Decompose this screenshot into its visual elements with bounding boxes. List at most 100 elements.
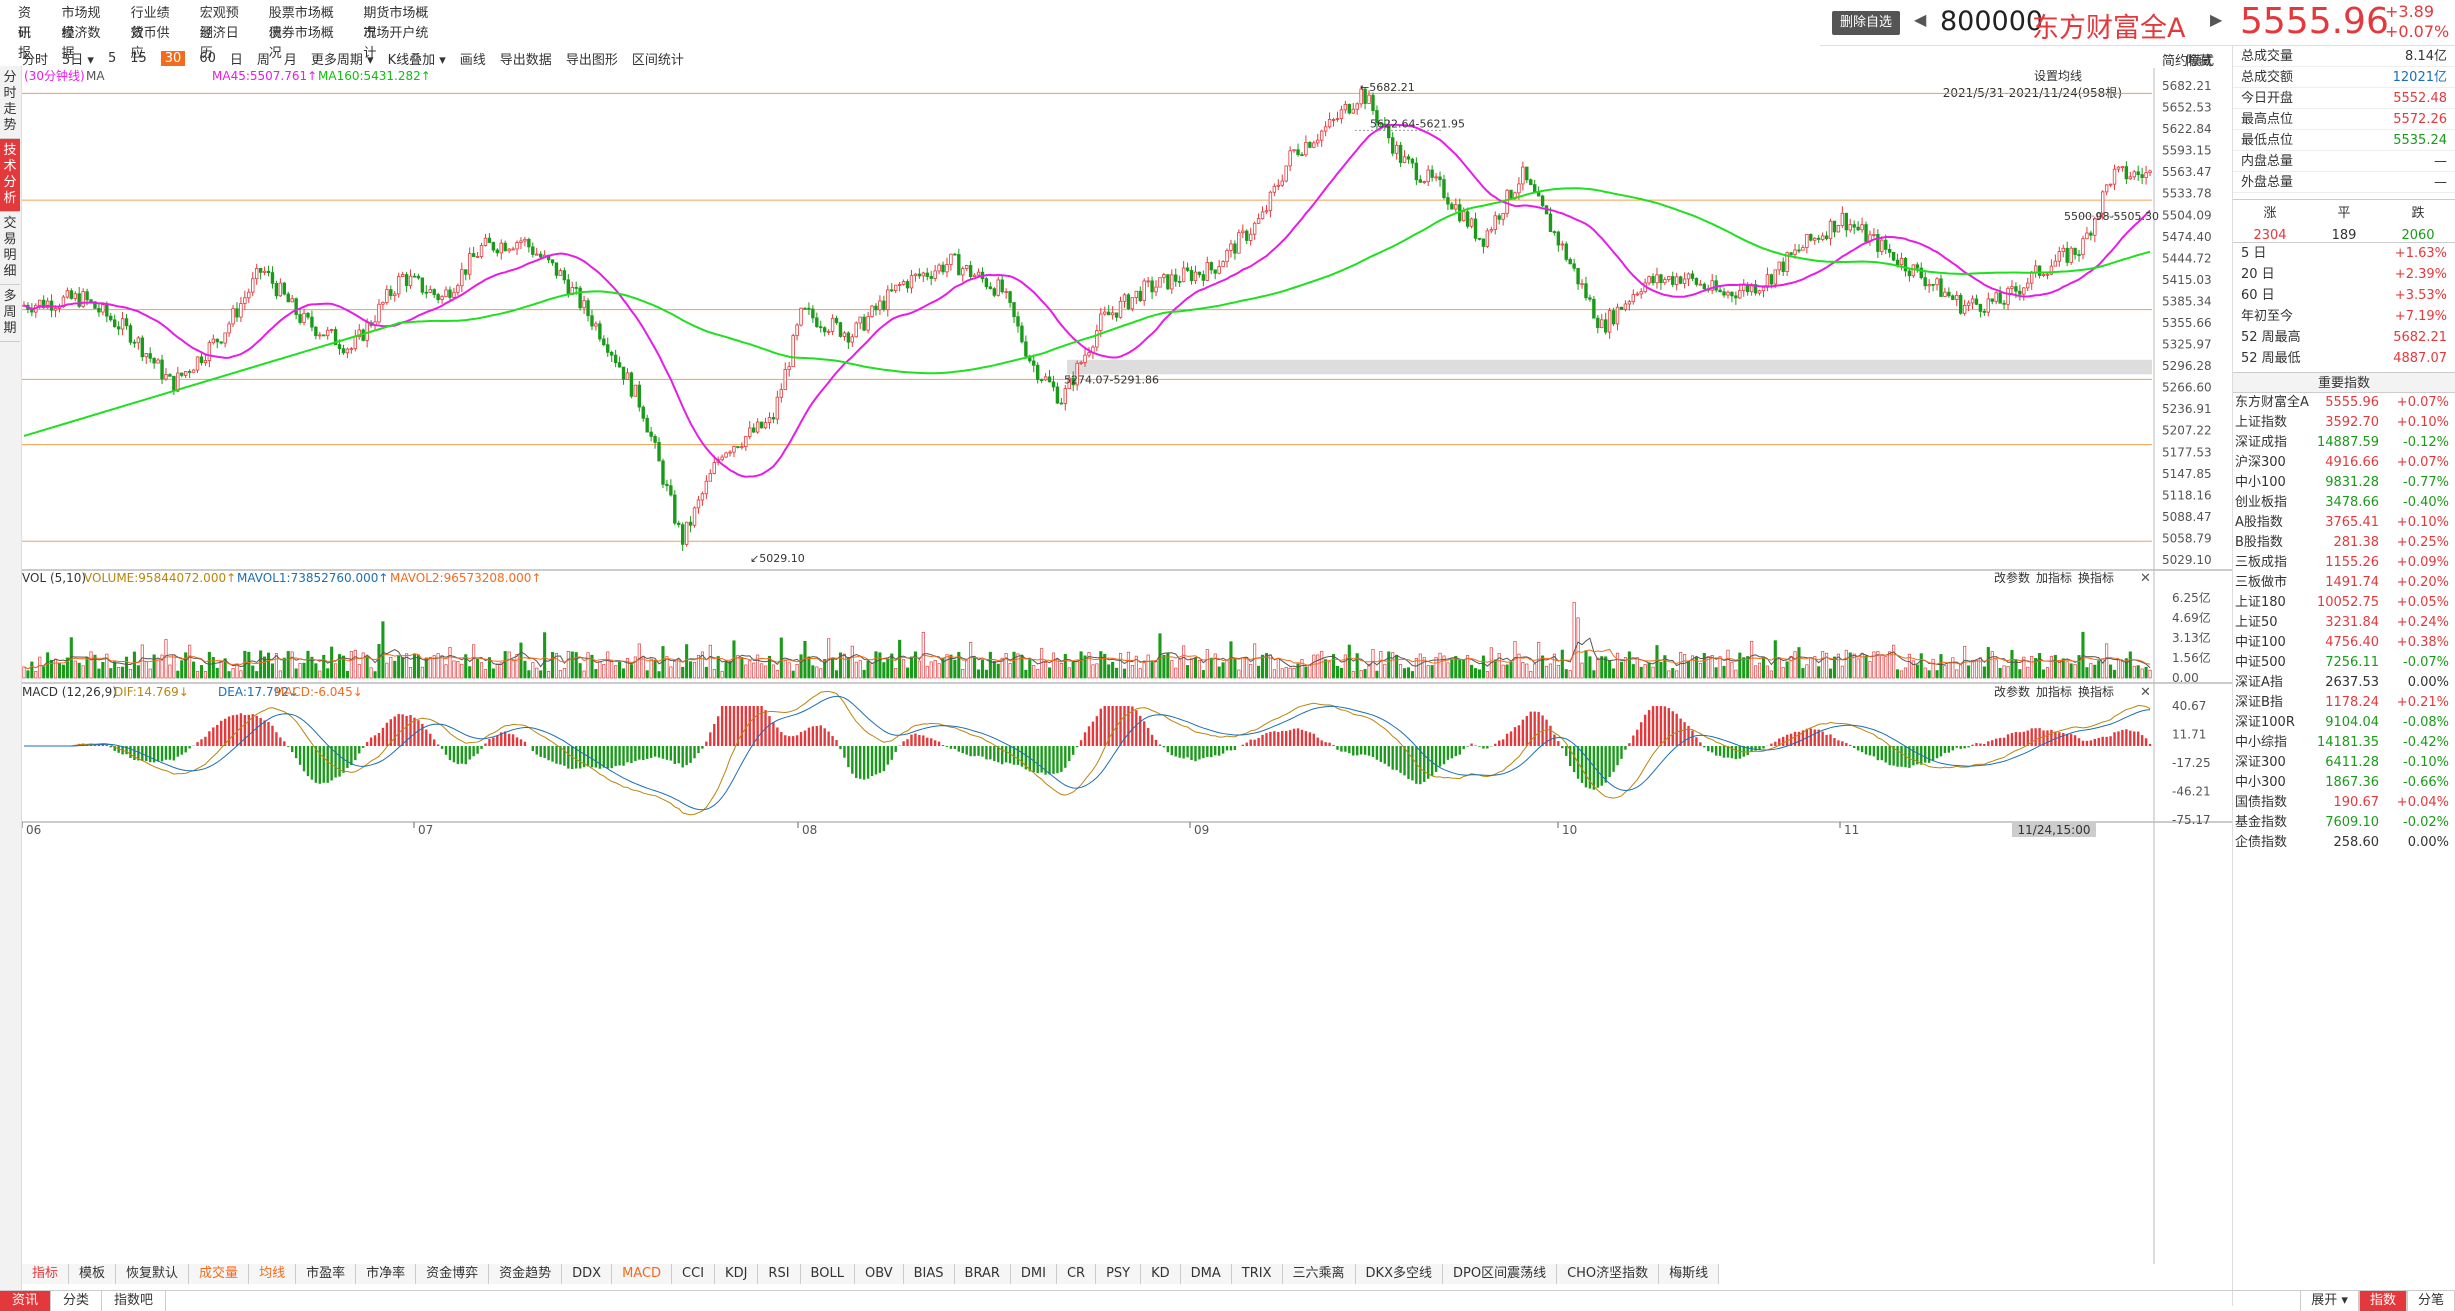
indicator-tab[interactable]: BIAS <box>903 1264 955 1284</box>
index-row[interactable]: 深证成指 14887.59 -0.12% <box>2233 433 2455 453</box>
indicator-tab[interactable]: CR <box>1056 1264 1097 1284</box>
vol-btn[interactable]: 加指标 <box>2036 570 2072 585</box>
vol-btn[interactable]: 换指标 <box>2078 570 2114 585</box>
indicator-tab[interactable]: DPO区间震荡线 <box>1442 1264 1558 1284</box>
indicator-tab[interactable]: MACD <box>612 1264 673 1284</box>
simple-mode-button[interactable]: 简约模式 <box>2162 54 2215 69</box>
index-row[interactable]: 三板做市 1491.74 +0.20% <box>2233 573 2455 593</box>
indicator-tab[interactable]: 成交量 <box>189 1264 250 1284</box>
index-row[interactable]: 沪深300 4916.66 +0.07% <box>2233 453 2455 473</box>
indicator-tab[interactable]: BRAR <box>954 1264 1011 1284</box>
menu-item[interactable]: 市场规模 <box>61 6 101 41</box>
indicator-tab[interactable]: 市净率 <box>356 1264 417 1284</box>
period-item[interactable]: 15 <box>130 50 147 66</box>
indicator-tab[interactable]: 三六乘离 <box>1282 1264 1356 1284</box>
period-item[interactable]: 30 <box>160 50 186 66</box>
indicator-tab[interactable]: RSI <box>758 1264 801 1284</box>
indicator-tab[interactable]: 均线 <box>249 1264 297 1284</box>
indicator-tab[interactable]: CCI <box>672 1264 716 1284</box>
side-tab[interactable]: 技术分析 <box>0 139 20 212</box>
indicator-tab[interactable]: 资金博弈 <box>416 1264 490 1284</box>
index-row[interactable]: 创业板指 3478.66 -0.40% <box>2233 493 2455 513</box>
set-ma-button[interactable]: 设置均线 <box>2034 69 2082 83</box>
menu-item[interactable]: 资讯 <box>18 6 32 41</box>
prev-stock-icon[interactable]: ◀ <box>1914 10 1927 29</box>
menu-item[interactable]: 研报 <box>18 26 32 61</box>
index-row[interactable]: 中证100 4756.40 +0.38% <box>2233 633 2455 653</box>
indicator-tab[interactable]: TRIX <box>1231 1264 1283 1284</box>
menu-item[interactable]: 市场开户统计 <box>363 26 429 61</box>
indicator-tab[interactable]: KD <box>1141 1264 1181 1284</box>
index-row[interactable]: 深证B指 1178.24 +0.21% <box>2233 693 2455 713</box>
menu-item[interactable]: 行业绩效 <box>130 6 170 41</box>
indicator-tab[interactable]: KDJ <box>715 1264 759 1284</box>
index-row[interactable]: 深证300 6411.28 -0.10% <box>2233 753 2455 773</box>
close-icon[interactable]: ✕ <box>2140 571 2151 586</box>
period-item[interactable]: 5日 ▾ <box>62 52 94 68</box>
indicator-tab[interactable]: 指标 <box>22 1264 70 1284</box>
indicator-tab[interactable]: 市盈率 <box>296 1264 357 1284</box>
footer-right-tab[interactable]: 展开 ▾ <box>2300 1291 2359 1311</box>
vol-btn[interactable]: 改参数 <box>1994 570 2030 585</box>
side-tab[interactable]: 多周期 <box>0 285 20 342</box>
index-row[interactable]: 中证500 7256.11 -0.07% <box>2233 653 2455 673</box>
indicator-tab[interactable]: DKX多空线 <box>1355 1264 1443 1284</box>
indicator-tab[interactable]: BOLL <box>800 1264 855 1284</box>
kline-chart[interactable]: (30分钟线) MA MA45:5507.761↑ MA160:5431.282↑ 设置… <box>22 68 2232 1264</box>
index-row[interactable]: 基金指数 7609.10 -0.02% <box>2233 813 2455 833</box>
index-row[interactable]: 深证100R 9104.04 -0.08% <box>2233 713 2455 733</box>
menu-item[interactable]: 货币供应 <box>130 26 170 61</box>
indicator-tab[interactable]: DDX <box>562 1264 613 1284</box>
footer-tab[interactable]: 资讯 <box>0 1291 52 1311</box>
index-row[interactable]: 上证指数 3592.70 +0.10% <box>2233 413 2455 433</box>
index-row[interactable]: 中小综指 14181.35 -0.42% <box>2233 733 2455 753</box>
index-row[interactable]: 国债指数 190.67 +0.04% <box>2233 793 2455 813</box>
index-row[interactable]: 中小300 1867.36 -0.66% <box>2233 773 2455 793</box>
side-tab[interactable]: 交易明细 <box>0 212 20 285</box>
period-item[interactable]: 日 <box>229 52 243 68</box>
index-row[interactable]: 企债指数 258.60 0.00% <box>2233 833 2455 853</box>
menu-item[interactable]: 期货市场概况 <box>363 6 429 41</box>
menu-item[interactable]: 宏观预测 <box>199 6 239 41</box>
period-item[interactable]: 导出图形 <box>565 52 618 68</box>
indicator-tab[interactable]: 资金趋势 <box>489 1264 563 1284</box>
period-item[interactable]: 区间统计 <box>631 52 684 68</box>
indicator-tab[interactable]: OBV <box>854 1264 904 1284</box>
footer-tab[interactable]: 指数吧 <box>102 1291 167 1311</box>
indicator-tab[interactable]: PSY <box>1096 1264 1142 1284</box>
indicator-tab[interactable]: 梅斯线 <box>1659 1264 1720 1284</box>
index-row[interactable]: A股指数 3765.41 +0.10% <box>2233 513 2455 533</box>
indicator-tab[interactable]: 模板 <box>69 1264 117 1284</box>
next-stock-icon[interactable]: ▶ <box>2210 10 2223 29</box>
period-item[interactable]: 月 <box>283 52 297 68</box>
period-item[interactable]: 周 <box>256 52 270 68</box>
delete-watchlist-button[interactable]: 删除自选 <box>1832 11 1901 35</box>
period-item[interactable]: 更多周期 ▾ <box>310 52 374 68</box>
period-item[interactable]: 导出数据 <box>499 52 552 68</box>
period-item[interactable]: 画线 <box>459 52 486 68</box>
menu-item[interactable]: 经济日历 <box>199 26 239 61</box>
indicator-tab[interactable]: CHO济坚指数 <box>1557 1264 1660 1284</box>
side-tab[interactable]: 分时走势 <box>0 66 20 139</box>
menu-item[interactable]: 经济数据 <box>61 26 101 61</box>
period-item[interactable]: 分时 <box>22 52 49 68</box>
index-row[interactable]: 深证A指 2637.53 0.00% <box>2233 673 2455 693</box>
menu-item[interactable]: 债券市场概况 <box>268 26 334 61</box>
macd-btn[interactable]: 换指标 <box>2078 684 2114 699</box>
index-row[interactable]: 东方财富全A 5555.96 +0.07% <box>2233 393 2455 413</box>
macd-btn[interactable]: 改参数 <box>1994 684 2030 699</box>
indicator-tab[interactable]: DMI <box>1010 1264 1057 1284</box>
hide-button[interactable]: 隐藏 <box>2186 54 2213 69</box>
index-row[interactable]: 上证180 10052.75 +0.05% <box>2233 593 2455 613</box>
index-row[interactable]: 三板成指 1155.26 +0.09% <box>2233 553 2455 573</box>
index-row[interactable]: 中小100 9831.28 -0.77% <box>2233 473 2455 493</box>
footer-right-tab[interactable]: 指数 <box>2358 1291 2407 1311</box>
index-row[interactable]: 上证50 3231.84 +0.24% <box>2233 613 2455 633</box>
indicator-tab[interactable]: DMA <box>1180 1264 1232 1284</box>
period-item[interactable]: 5 <box>107 50 117 66</box>
close-icon[interactable]: ✕ <box>2140 685 2151 700</box>
footer-tab[interactable]: 分类 <box>51 1291 103 1311</box>
indicator-tab[interactable]: 恢复默认 <box>116 1264 190 1284</box>
index-row[interactable]: B股指数 281.38 +0.25% <box>2233 533 2455 553</box>
footer-right-tab[interactable]: 分笔 <box>2406 1291 2455 1311</box>
